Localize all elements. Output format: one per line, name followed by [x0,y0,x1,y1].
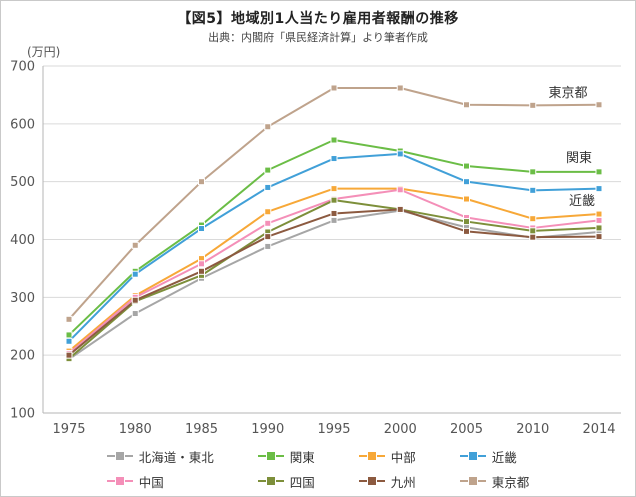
legend-item: 中部 [358,448,416,465]
x-tick-label: 1985 [185,422,218,437]
series-marker [330,155,338,163]
series-marker [463,101,470,109]
series-marker [330,216,338,224]
series-marker [131,241,139,249]
series-marker [529,233,537,241]
series-marker [595,224,603,232]
series-marker [595,216,603,224]
legend-item: 中国 [106,473,214,490]
series-marker [65,331,73,339]
series-marker [264,242,272,250]
series-marker [595,185,603,193]
series-marker [529,101,537,109]
x-tick-label: 2005 [450,422,483,437]
series-marker [396,84,404,92]
legend-item: 四国 [257,473,315,490]
series-marker [65,337,73,345]
series-annotation: 関東 [566,150,592,166]
series-marker [595,210,603,218]
legend-label: 四国 [289,474,315,490]
series-marker [264,219,272,227]
legend-marker-icon [257,476,284,486]
legend-label: 中国 [138,474,164,490]
legend-item: 北海道・東北 [106,448,214,465]
series-marker [330,196,338,204]
series-marker [330,84,338,92]
y-tick-label: 700 [10,60,35,75]
series-marker [595,101,603,109]
series-marker [264,208,272,216]
legend-marker-icon [106,451,133,461]
legend-marker-icon [358,476,385,486]
y-tick-label: 100 [10,407,35,422]
legend-label: 関東 [289,449,315,465]
legend-item: 近畿 [459,448,530,465]
series-annotation: 東京都 [548,85,587,101]
series-marker [396,205,404,213]
legend-marker-icon [358,451,385,461]
x-tick-label: 1975 [52,422,85,437]
series-marker [65,351,73,359]
series-annotation: 近畿 [569,194,595,209]
legend-marker-icon [257,451,284,461]
x-tick-label: 1995 [317,422,350,437]
legend-marker-icon [459,451,486,461]
chart-title: 【図5】地域別1人当たり雇用者報酬の推移 [177,11,459,27]
series-marker [463,227,470,235]
series-marker [529,168,537,176]
series-line-5 [68,199,600,360]
x-tick-label: 1990 [251,422,284,437]
series-marker [131,296,139,304]
series-marker [198,260,205,268]
series-marker [463,162,470,170]
legend-item: 東京都 [459,473,530,490]
series-marker [198,178,205,186]
series-marker [529,215,537,223]
line-chart: 100 200 300 400 500 600 700 1975 1980 1985 1990 199… [10,60,621,437]
legend-marker-icon [459,476,486,486]
y-axis-unit-label: (万円) [27,45,61,59]
y-tick-label: 400 [10,233,35,248]
x-tick-label: 1980 [119,422,152,437]
series-marker [330,209,338,217]
series-marker [595,168,603,176]
legend-label: 中部 [390,449,416,465]
legend-item: 関東 [257,448,315,465]
series-marker [264,123,272,131]
series-marker [131,270,139,278]
series-marker [529,227,537,235]
series-marker [65,315,73,323]
y-tick-label: 500 [10,175,35,190]
legend-label: 九州 [390,474,416,490]
x-tick-label: 2000 [384,422,417,437]
legend-item: 九州 [358,473,416,490]
legend-label: 北海道・東北 [138,449,214,465]
series-marker [463,195,470,203]
series-marker [396,150,404,158]
series-marker [198,225,205,233]
series-marker [396,186,404,194]
legend-marker-icon [106,476,133,486]
chart-subtitle: 出典：内閣府「県民経済計算」より筆者作成 [208,31,428,44]
series-marker [463,178,470,186]
series-marker [330,185,338,193]
series-marker [264,183,272,191]
chart-legend: 北海道・東北 関東 中部 近畿中国 四国 九州 東京都 [1,448,635,490]
series-marker [463,218,470,226]
series-marker [330,136,338,144]
series-marker [131,310,139,318]
series-marker [595,233,603,241]
series-marker [198,267,205,275]
series-marker [264,166,272,174]
legend-label: 近畿 [491,449,517,465]
legend-label: 東京都 [491,474,530,490]
y-tick-label: 600 [10,117,35,132]
series-marker [264,233,272,241]
x-tick-label: 2010 [516,422,549,437]
y-tick-label: 300 [10,291,35,306]
y-tick-label: 200 [10,349,35,364]
x-tick-label: 2014 [582,422,615,437]
series-marker [529,186,537,194]
